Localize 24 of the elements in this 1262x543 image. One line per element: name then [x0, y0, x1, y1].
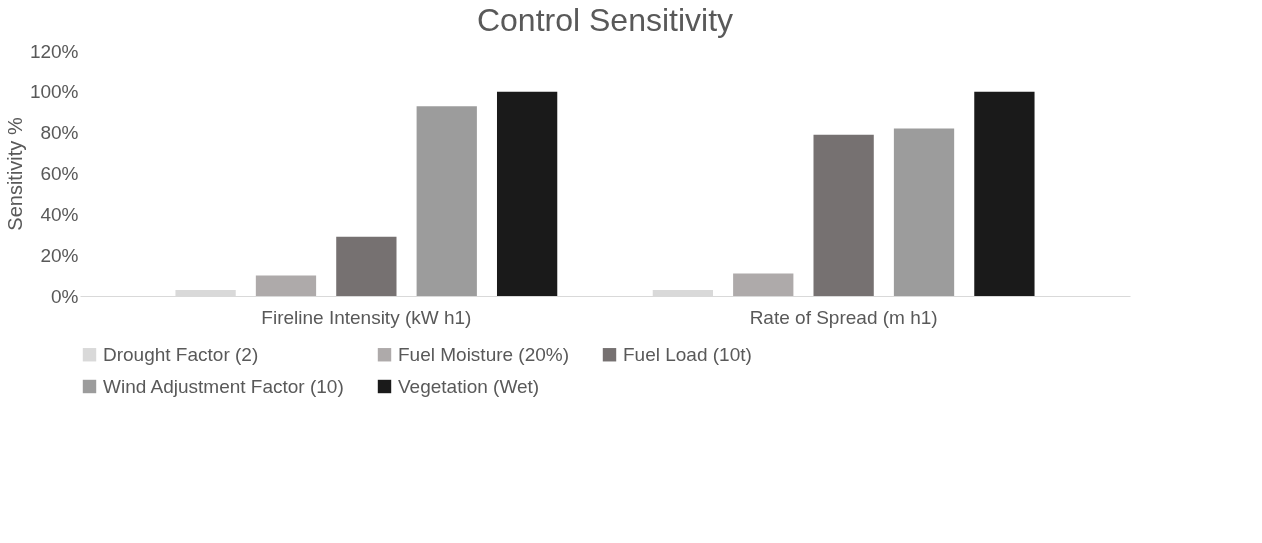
- y-tick-label: 100%: [29, 81, 79, 103]
- x-tick-label: Rate of Spread (m h1): [749, 306, 938, 328]
- y-tick-label: 80%: [40, 122, 79, 144]
- y-tick-label: 60%: [40, 163, 79, 184]
- y-tick-label: 0%: [51, 285, 79, 307]
- y-axis-title: Sensitivity %: [3, 117, 26, 231]
- legend-label: Drought Factor (2): [103, 343, 259, 365]
- legend-label: Vegetation (Wet): [398, 375, 540, 397]
- bar: [893, 128, 955, 296]
- legend-label: Fuel Load (10t): [623, 343, 752, 365]
- bar: [255, 275, 317, 296]
- bar: [974, 91, 1035, 296]
- bar: [496, 91, 558, 296]
- bar: [733, 273, 794, 296]
- legend-label: Fuel Moisture (20%): [398, 343, 570, 365]
- y-tick-label: 40%: [40, 203, 79, 225]
- y-tick-label: 20%: [40, 244, 79, 266]
- legend-label: Wind Adjustment Factor (10): [103, 375, 344, 397]
- chart-title: Control Sensitivity: [476, 2, 734, 38]
- bar: [336, 236, 397, 296]
- bar: [416, 106, 477, 296]
- bar: [813, 134, 874, 296]
- x-tick-label: Fireline Intensity (kW h1): [261, 306, 472, 328]
- y-tick-label: 120%: [29, 40, 79, 62]
